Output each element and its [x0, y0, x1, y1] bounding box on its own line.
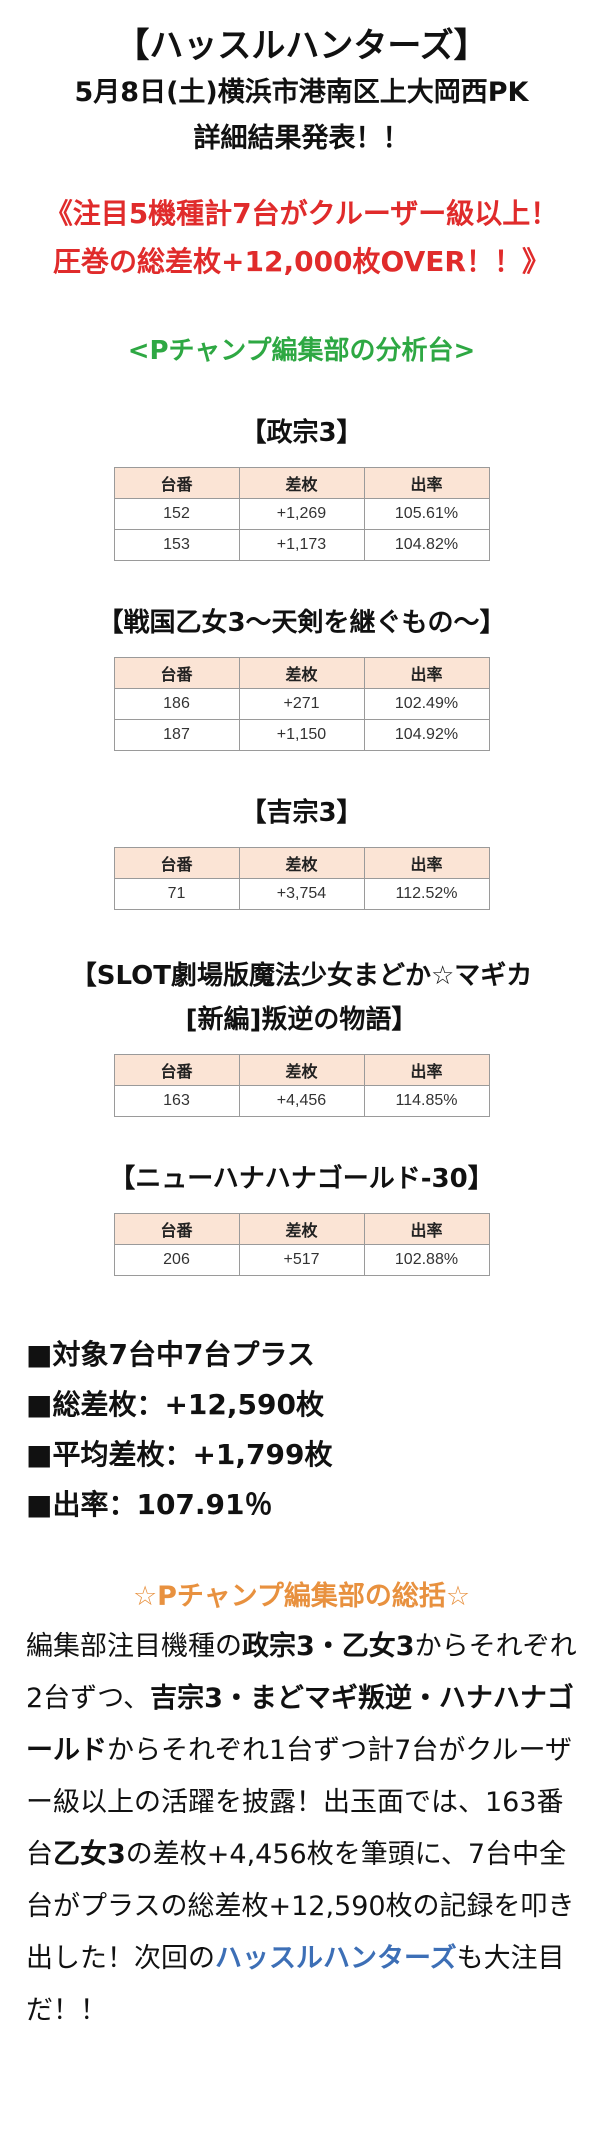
column-header: 出率 — [363, 467, 490, 499]
column-header: 差枚 — [238, 1213, 365, 1245]
table-cell: 104.82% — [363, 529, 490, 561]
summary-section-title: ☆Pチャンプ編集部の総括☆ — [132, 1581, 471, 1612]
table-cell: 163 — [113, 1085, 240, 1117]
page-title: 【ハッスルハンターズ】 — [115, 26, 488, 66]
table-row: 206 +517 102.88% — [113, 1244, 490, 1276]
results-table: 台番 差枚 出率 206 +517 102.88% — [113, 1213, 490, 1276]
table-row: 71 +3,754 112.52% — [113, 878, 490, 910]
paragraph-bold: 乙女3 — [53, 1839, 126, 1870]
results-table: 台番 差枚 出率 71 +3,754 112.52% — [113, 847, 490, 910]
paragraph-text: の差枚+4,456枚を筆頭に、7台中全台がプラスの総差枚+12,590枚の記録を… — [26, 1839, 575, 1974]
table-cell: +517 — [238, 1244, 365, 1276]
paragraph-text: 編集部注目機種の — [26, 1631, 242, 1662]
column-header: 差枚 — [238, 1054, 365, 1086]
date-location: 5月8日(土)横浜市港南区上大岡西PK — [74, 77, 529, 108]
event-name-highlight: ハッスルハンターズ — [215, 1943, 457, 1974]
column-header: 台番 — [113, 467, 240, 499]
column-header: 差枚 — [238, 467, 365, 499]
table-cell: +1,173 — [238, 529, 365, 561]
machine-section: 【戦国乙女3〜天剣を継ぐもの〜】 台番 差枚 出率 186 +271 102.4… — [0, 601, 603, 751]
column-header: 差枚 — [238, 657, 365, 689]
paragraph-text: からそれぞれ2台ずつ、 — [26, 1631, 577, 1714]
table-cell: 104.92% — [363, 719, 490, 751]
table-header-row: 台番 差枚 出率 — [113, 1054, 490, 1086]
column-header: 出率 — [363, 1213, 490, 1245]
table-cell: +1,269 — [238, 498, 365, 530]
analysis-heading: <Pチャンプ編集部の分析台> — [127, 336, 476, 366]
table-row: 152 +1,269 105.61% — [113, 498, 490, 530]
machine-title: 【戦国乙女3〜天剣を継ぐもの〜】 — [97, 608, 506, 638]
table-cell: 105.61% — [363, 498, 490, 530]
highlight-line-1: 《注目5機種計7台がクルーザー級以上！ — [44, 197, 559, 230]
table-cell: 71 — [113, 878, 240, 910]
summary-item: ■総差枚：+12,590枚 — [26, 1388, 324, 1421]
table-header-row: 台番 差枚 出率 — [113, 1213, 490, 1245]
table-cell: 206 — [113, 1244, 240, 1276]
column-header: 台番 — [113, 1054, 240, 1086]
machine-section: 【SLOT劇場版魔法少女まどか☆マギカ [新編]叛逆の物語】 台番 差枚 出率 … — [0, 954, 603, 1117]
machine-section: 【ニューハナハナゴールド-30】 台番 差枚 出率 206 +517 102.8… — [0, 1157, 603, 1276]
summary-item: ■平均差枚：+1,799枚 — [26, 1438, 333, 1471]
table-cell: 186 — [113, 688, 240, 720]
table-cell: 114.85% — [363, 1085, 490, 1117]
highlight-text: 《注目5機種計7台がクルーザー級以上！ 圧巻の総差枚+12,000枚OVER！！… — [0, 190, 603, 286]
table-cell: 153 — [113, 529, 240, 561]
paragraph-text: も大注目だ！！ — [26, 1943, 565, 2026]
article: 【ハッスルハンターズ】 5月8日(土)横浜市港南区上大岡西PK 詳細結果発表！！… — [0, 22, 603, 2139]
table-header-row: 台番 差枚 出率 — [113, 467, 490, 499]
table-cell: 152 — [113, 498, 240, 530]
table-row: 186 +271 102.49% — [113, 688, 490, 720]
machine-title: 【SLOT劇場版魔法少女まどか☆マギカ — [70, 961, 533, 991]
paragraph-text: からそれぞれ1台ずつ計7台がクルーザー級以上の活躍を披露！出玉面では、163番台 — [26, 1735, 573, 1870]
machine-title-line-2: [新編]叛逆の物語】 — [185, 1005, 418, 1035]
column-header: 出率 — [363, 657, 490, 689]
table-cell: 112.52% — [363, 878, 490, 910]
table-row: 163 +4,456 114.85% — [113, 1085, 490, 1117]
table-cell: 102.49% — [363, 688, 490, 720]
column-header: 出率 — [363, 847, 490, 879]
table-cell: 187 — [113, 719, 240, 751]
results-table: 台番 差枚 出率 186 +271 102.49% 187 +1,150 104… — [113, 657, 490, 751]
table-header-row: 台番 差枚 出率 — [113, 657, 490, 689]
column-header: 出率 — [363, 1054, 490, 1086]
summary-item: ■対象7台中7台プラス — [26, 1338, 315, 1371]
column-header: 台番 — [113, 1213, 240, 1245]
column-header: 台番 — [113, 657, 240, 689]
column-header: 台番 — [113, 847, 240, 879]
results-table: 台番 差枚 出率 163 +4,456 114.85% — [113, 1054, 490, 1117]
table-header-row: 台番 差枚 出率 — [113, 847, 490, 879]
table-cell: +271 — [238, 688, 365, 720]
summary-item: ■出率：107.91％ — [26, 1488, 273, 1521]
table-cell: +3,754 — [238, 878, 365, 910]
paragraph-bold: 政宗3・乙女3 — [242, 1631, 415, 1662]
machine-title: 【政宗3】 — [240, 418, 363, 448]
highlight-line-2: 圧巻の総差枚+12,000枚OVER！！》 — [53, 245, 550, 278]
machine-title: 【ニューハナハナゴールド-30】 — [109, 1164, 494, 1194]
table-row: 153 +1,173 104.82% — [113, 529, 490, 561]
results-table: 台番 差枚 出率 152 +1,269 105.61% 153 +1,173 1… — [113, 467, 490, 561]
machine-section: 【吉宗3】 台番 差枚 出率 71 +3,754 112.52% — [0, 791, 603, 910]
machine-section: 【政宗3】 台番 差枚 出率 152 +1,269 105.61% 153 +1… — [0, 411, 603, 561]
table-cell: +4,456 — [238, 1085, 365, 1117]
table-row: 187 +1,150 104.92% — [113, 719, 490, 751]
paragraph-bold: 吉宗3・まどマギ叛逆・ハナハナゴールド — [26, 1683, 574, 1766]
summary-list: ■対象7台中7台プラス ■総差枚：+12,590枚 ■平均差枚：+1,799枚 … — [0, 1330, 603, 1530]
summary-paragraph: 編集部注目機種の政宗3・乙女3からそれぞれ2台ずつ、吉宗3・まどマギ叛逆・ハナハ… — [0, 1613, 603, 2037]
table-cell: +1,150 — [238, 719, 365, 751]
column-header: 差枚 — [238, 847, 365, 879]
results-announcement: 詳細結果発表！！ — [193, 123, 410, 154]
table-cell: 102.88% — [363, 1244, 490, 1276]
machine-title: 【吉宗3】 — [240, 798, 363, 828]
